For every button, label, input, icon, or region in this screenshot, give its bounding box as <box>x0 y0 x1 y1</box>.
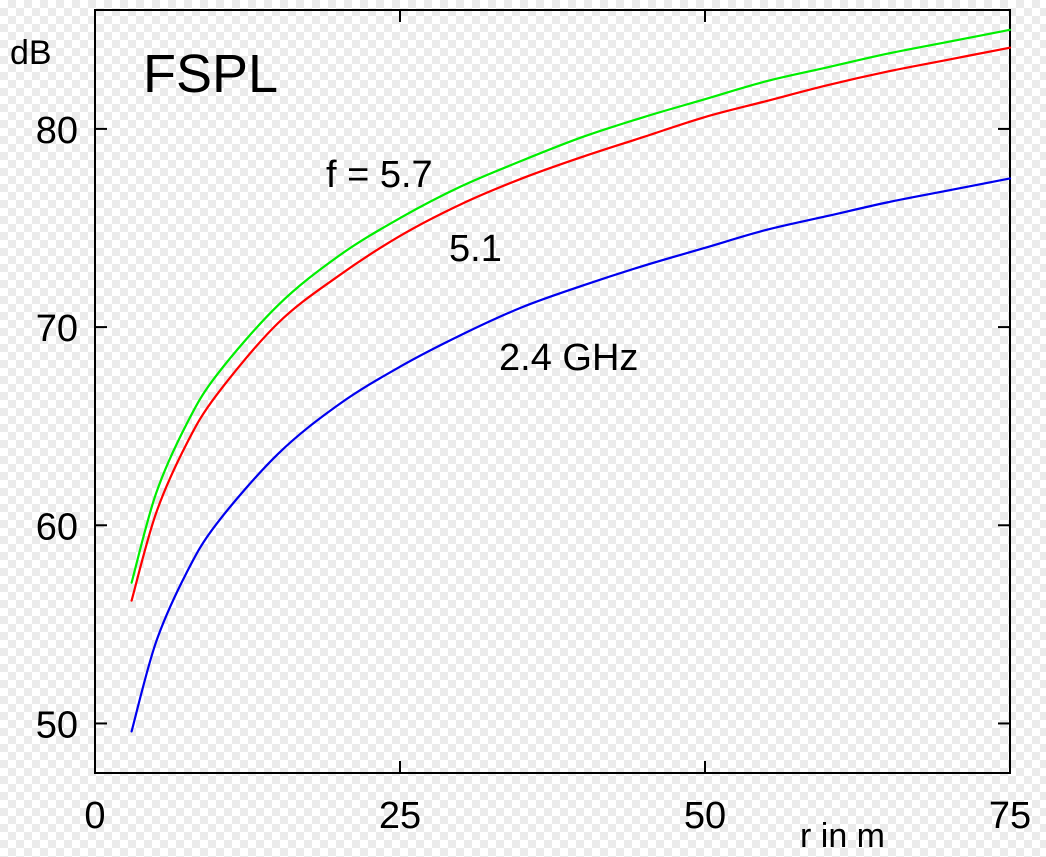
data-series <box>130 28 1012 733</box>
y-axis-unit-label: dB <box>10 34 52 72</box>
plot-area <box>94 9 1011 774</box>
chart-title: FSPL <box>143 44 278 104</box>
x-tick-label: 25 <box>379 795 421 837</box>
series-label-5-1: 5.1 <box>449 228 502 270</box>
axis-ticks: 0 25 50 75 50 60 70 80 <box>36 10 1031 837</box>
y-tick-label: 50 <box>36 704 78 746</box>
series-line-1 <box>130 46 1012 602</box>
y-tick-label: 70 <box>36 308 78 350</box>
x-tick-label: 75 <box>989 795 1031 837</box>
x-axis-unit-label: r in m <box>800 817 885 855</box>
series-line-0 <box>130 28 1012 584</box>
series-line-2 <box>130 177 1012 733</box>
y-tick-label: 80 <box>36 110 78 152</box>
x-tick-label: 0 <box>84 795 105 837</box>
y-tick-label: 60 <box>36 506 78 548</box>
x-tick-label: 50 <box>684 795 726 837</box>
series-label-5-7: f = 5.7 <box>326 154 433 196</box>
series-label-2-4: 2.4 GHz <box>499 337 638 379</box>
